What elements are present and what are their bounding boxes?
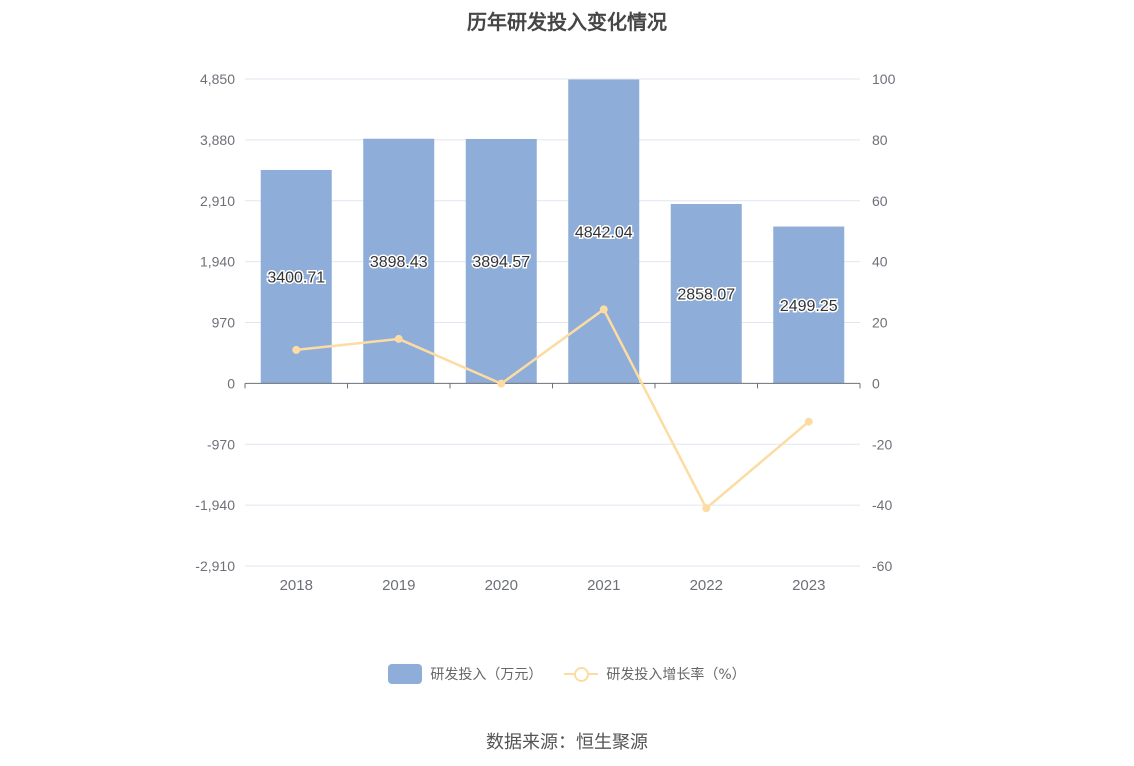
chart-title: 历年研发投入变化情况 <box>467 10 667 34</box>
bar-value-label: 4842.04 <box>575 224 633 241</box>
x-axis-category-label: 2019 <box>382 577 415 594</box>
bar-value-label: 3894.57 <box>472 254 530 271</box>
right-axis-tick-label: 40 <box>872 254 888 270</box>
right-axis-tick-label: 80 <box>872 132 888 148</box>
legend-item-growth-rate[interactable]: 研发投入增长率（%） <box>564 664 746 684</box>
right-axis-tick-label: 0 <box>872 375 880 391</box>
growth-rate-point <box>394 334 403 343</box>
left-axis-tick-label: 0 <box>227 375 235 391</box>
bar-value-label: 2858.07 <box>677 287 735 304</box>
x-axis-category-label: 2021 <box>587 577 620 594</box>
bar <box>568 79 640 384</box>
left-axis-tick-label: 1,940 <box>200 254 235 270</box>
growth-rate-point <box>599 305 608 314</box>
left-axis-tick-label: -970 <box>207 436 235 452</box>
legend-label-growth-rate: 研发投入增长率（%） <box>606 667 746 683</box>
data-source: 数据来源：恒生聚源 <box>486 732 648 753</box>
left-axis-tick-label: 3,880 <box>200 132 235 148</box>
legend-label-rd-investment: 研发投入（万元） <box>430 667 543 683</box>
bar-value-label: 2499.25 <box>780 298 838 315</box>
left-axis-tick-label: -1,940 <box>195 497 235 513</box>
left-axis-tick-label: 2,910 <box>200 193 235 209</box>
legend-item-rd-investment[interactable]: 研发投入（万元） <box>388 664 542 684</box>
growth-rate-point <box>292 345 301 354</box>
right-axis-tick-label: -40 <box>872 497 892 513</box>
right-axis-tick-label: 100 <box>872 71 896 87</box>
bar-value-label: 3400.71 <box>267 270 325 287</box>
x-axis-category-label: 2018 <box>280 577 313 594</box>
x-axis-category-label: 2022 <box>690 577 723 594</box>
bar <box>670 204 742 384</box>
x-axis-category-label: 2020 <box>485 577 518 594</box>
right-axis-tick-label: 60 <box>872 193 888 209</box>
left-axis-tick-label: 970 <box>212 315 236 331</box>
right-axis-tick-label: 20 <box>872 315 888 331</box>
x-axis-category-label: 2023 <box>792 577 825 594</box>
chart-legend: 研发投入（万元） 研发投入增长率（%） <box>0 664 1134 684</box>
right-axis-tick-label: -20 <box>872 436 892 452</box>
growth-rate-point <box>702 504 711 513</box>
legend-bar-swatch <box>388 664 423 684</box>
growth-rate-point <box>497 379 506 388</box>
left-axis-tick-label: -2,910 <box>195 558 235 574</box>
bar <box>773 226 845 384</box>
legend-line-swatch <box>564 664 599 684</box>
growth-rate-line <box>296 307 810 511</box>
left-axis-tick-label: 4,850 <box>200 71 235 87</box>
right-axis-tick-label: -60 <box>872 558 892 574</box>
bar <box>465 138 537 384</box>
growth-rate-point <box>804 417 813 426</box>
bar-value-label: 3898.43 <box>370 254 428 271</box>
